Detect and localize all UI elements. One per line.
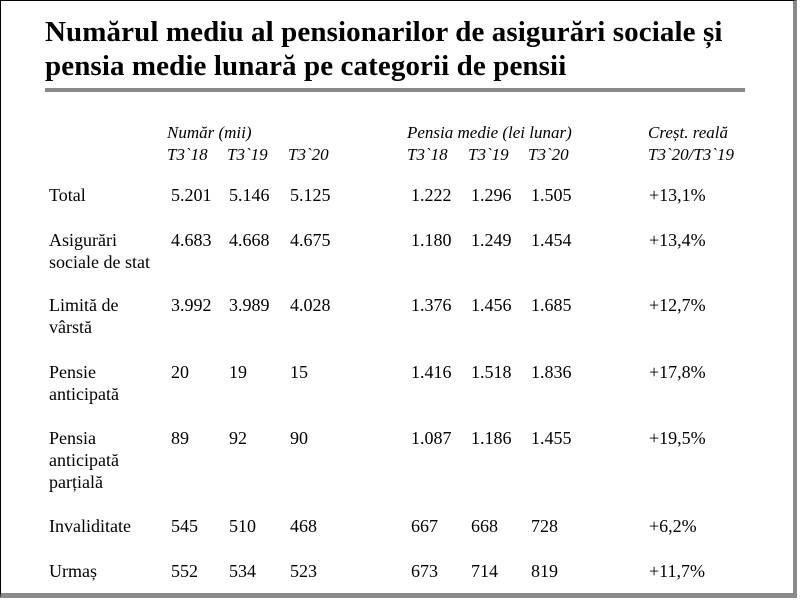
cell-total-crest: +13,1% [649,185,706,205]
cell-limita-numar-19: 3.989 [229,295,270,315]
cell-anticipata-numar-19: 19 [229,362,247,382]
cell-invaliditate-numar-19: 510 [229,516,256,536]
cell-asigurari-pensia-18: 1.180 [411,230,452,250]
cell-urmas-crest: +11,7% [649,561,705,581]
cell-asigurari-numar-18: 4.683 [171,230,212,250]
cell-total-numar-19: 5.146 [229,185,270,205]
title-underline [45,88,745,92]
cell-urmas-pensia-20: 819 [531,561,558,581]
cell-limita-numar-20: 4.028 [290,295,331,315]
cell-anticipata-numar-18: 20 [171,362,189,382]
header-pensia: Pensia medie (lei lunar) [407,123,572,142]
cell-total-numar-18: 5.201 [171,185,212,205]
cell-invaliditate-crest: +6,2% [649,516,697,536]
header-crest: Creșt. reală [648,123,728,142]
cell-total-pensia-20: 1.505 [531,185,572,205]
cell-partiala-pensia-18: 1.087 [411,428,452,448]
header-numar-p1: T3`18 [167,145,208,164]
row-label-pensia-anticipata-partiala: Pensia anticipată parțială [49,428,119,492]
cell-anticipata-crest: +17,8% [649,362,706,382]
cell-invaliditate-pensia-20: 728 [531,516,558,536]
cell-total-pensia-18: 1.222 [411,185,452,205]
cell-partiala-pensia-19: 1.186 [471,428,512,448]
cell-partiala-crest: +19,5% [649,428,706,448]
cell-invaliditate-pensia-18: 667 [411,516,438,536]
cell-total-pensia-19: 1.296 [471,185,512,205]
cell-urmas-numar-20: 523 [290,561,317,581]
header-pensia-p3: T3`20 [528,145,569,164]
row-label-asigurari: Asigurări sociale de stat [49,230,150,272]
cell-partiala-numar-19: 92 [229,428,247,448]
cell-limita-numar-18: 3.992 [171,295,212,315]
cell-total-numar-20: 5.125 [290,185,331,205]
row-label-urmas: Urmaș [49,561,97,581]
row-label-invaliditate: Invaliditate [49,516,131,536]
header-crest-period: T3`20/T3`19 [648,145,734,164]
header-numar: Număr (mii) [167,123,252,142]
cell-urmas-pensia-19: 714 [471,561,498,581]
row-label-limita-de-varsta: Limită de vârstă [49,295,119,337]
cell-invaliditate-pensia-19: 668 [471,516,498,536]
cell-limita-pensia-20: 1.685 [531,295,572,315]
cell-invaliditate-numar-20: 468 [290,516,317,536]
cell-partiala-numar-20: 90 [290,428,308,448]
cell-anticipata-numar-20: 15 [290,362,308,382]
cell-asigurari-crest: +13,4% [649,230,706,250]
row-label-total: Total [49,185,86,205]
header-pensia-p2: T3`19 [468,145,509,164]
page-title: Numărul mediu al pensionarilor de asigur… [45,15,765,83]
cell-limita-pensia-19: 1.456 [471,295,512,315]
title-line-1: Numărul mediu al pensionarilor de asigur… [45,16,723,48]
title-line-2: pensia medie lunară pe categorii de pens… [45,50,567,82]
cell-urmas-pensia-18: 673 [411,561,438,581]
cell-asigurari-pensia-20: 1.454 [531,230,572,250]
header-numar-p3: T3`20 [288,145,329,164]
header-numar-p2: T3`19 [227,145,268,164]
cell-limita-pensia-18: 1.376 [411,295,452,315]
cell-invaliditate-numar-18: 545 [171,516,198,536]
header-pensia-p1: T3`18 [407,145,448,164]
cell-partiala-numar-18: 89 [171,428,189,448]
cell-anticipata-pensia-18: 1.416 [411,362,452,382]
cell-urmas-numar-18: 552 [171,561,198,581]
cell-partiala-pensia-20: 1.455 [531,428,572,448]
cell-urmas-numar-19: 534 [229,561,256,581]
cell-asigurari-numar-19: 4.668 [229,230,270,250]
cell-limita-crest: +12,7% [649,295,706,315]
cell-anticipata-pensia-19: 1.518 [471,362,512,382]
cell-asigurari-pensia-19: 1.249 [471,230,512,250]
cell-asigurari-numar-20: 4.675 [290,230,331,250]
cell-anticipata-pensia-20: 1.836 [531,362,572,382]
row-label-pensie-anticipata: Pensie anticipată [49,362,119,404]
